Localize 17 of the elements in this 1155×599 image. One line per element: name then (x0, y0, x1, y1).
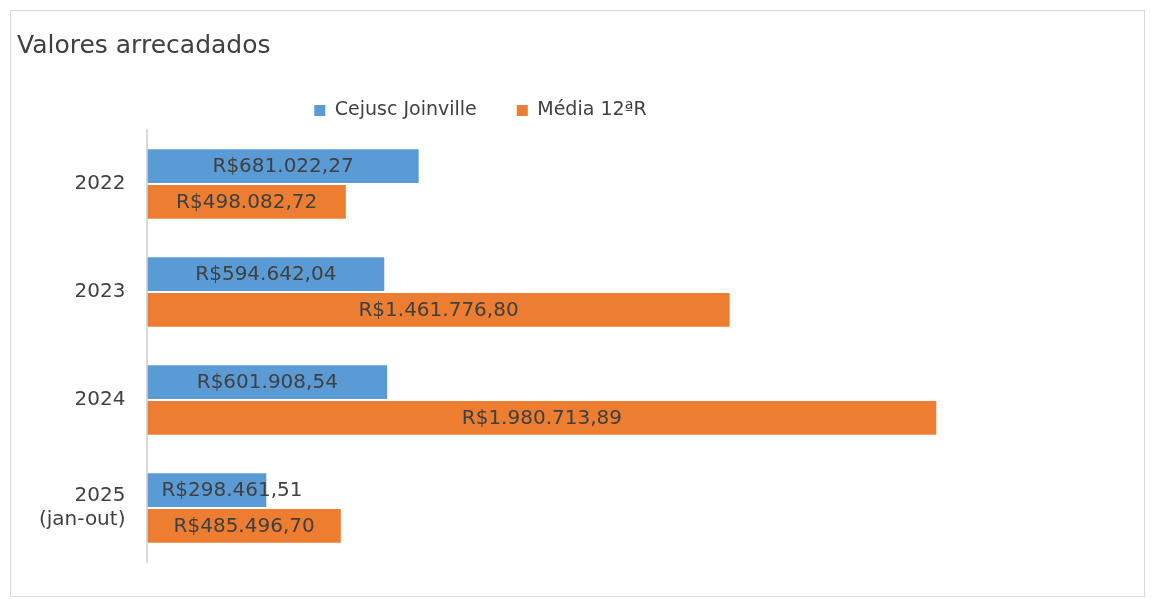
y-tick-label: 2024 (74, 386, 126, 411)
data-label: R$1.980.713,89 (461, 405, 622, 430)
y-tick-label: 2023 (74, 278, 126, 303)
data-label: R$1.461.776,80 (358, 297, 519, 322)
data-label: R$498.082,72 (176, 189, 318, 214)
legend-label: Cejusc Joinville (334, 97, 477, 120)
data-label: R$594.642,04 (195, 261, 337, 286)
data-label: R$681.022,27 (212, 153, 354, 178)
legend-label: Média 12ªR (537, 97, 647, 120)
y-tick-label: 2022 (74, 170, 126, 195)
y-tick-label: 2025 (jan-out) (39, 482, 126, 531)
chart-title: Valores arrecadados (17, 29, 271, 59)
bar (147, 149, 419, 184)
bar (147, 400, 937, 435)
bar (147, 292, 730, 327)
data-label: R$485.496,70 (173, 513, 315, 538)
data-label: R$601.908,54 (196, 369, 338, 394)
